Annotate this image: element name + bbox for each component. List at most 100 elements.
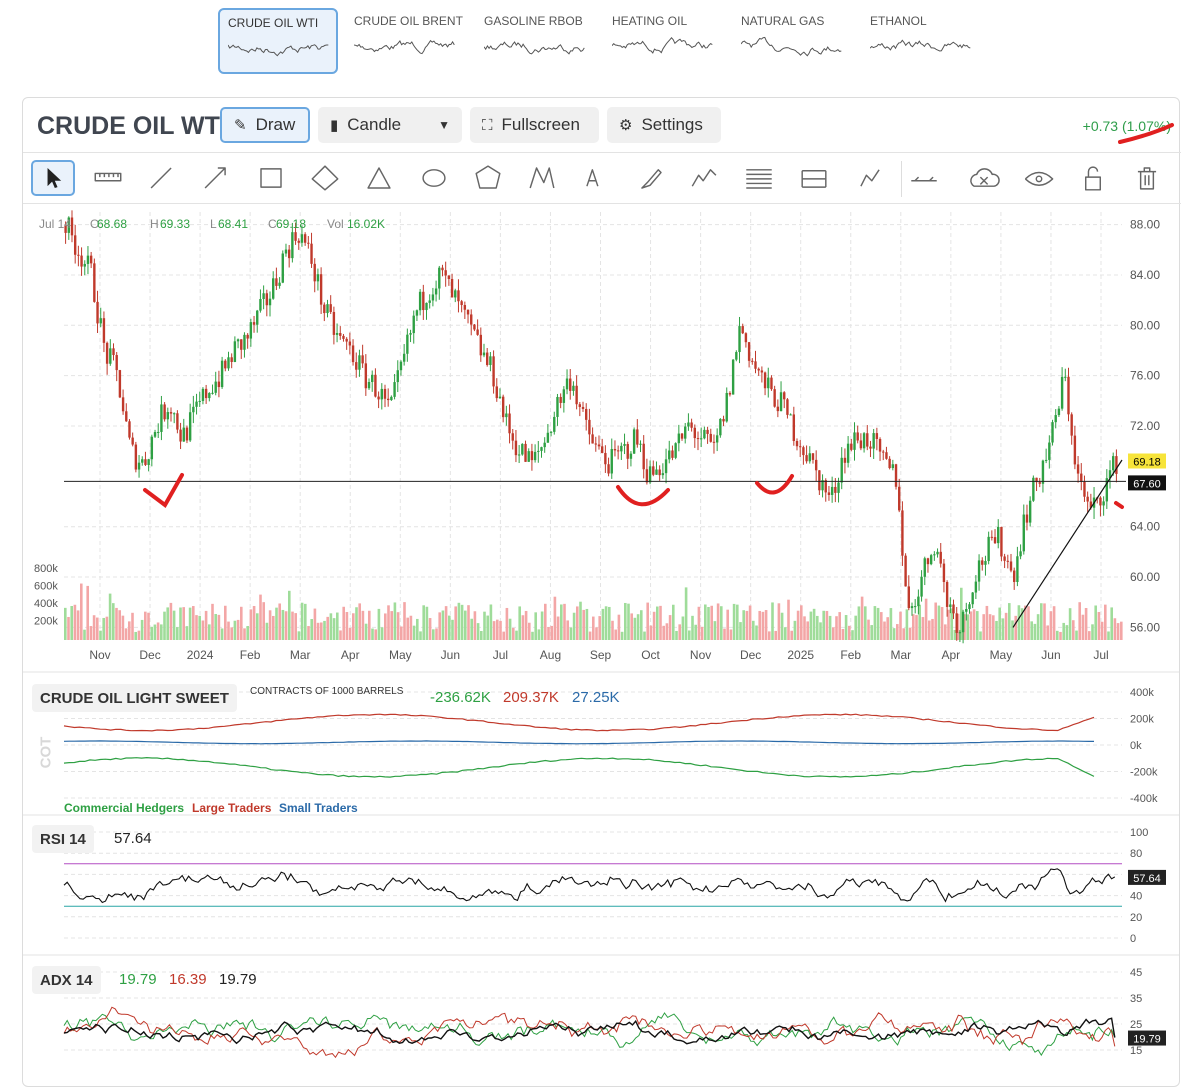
candle (109, 339, 112, 366)
volume-bar (892, 628, 896, 640)
volume-bar (972, 609, 976, 640)
chart-type-dropdown[interactable]: ▮ Candle ▼ (318, 107, 462, 143)
volume-bar (819, 622, 822, 640)
candle (540, 446, 543, 458)
volume-bar (220, 628, 224, 640)
ohlc-vol-label: Vol (327, 217, 344, 231)
volume-bar (624, 602, 627, 640)
tab-crude-oil-wti[interactable]: CRUDE OIL WTI (218, 8, 338, 74)
volume-bar (70, 606, 73, 640)
candle (1035, 477, 1038, 492)
lock-tool[interactable] (1071, 160, 1115, 196)
volume-bar (649, 625, 653, 640)
trend-line[interactable] (1012, 459, 1123, 628)
trash-tool[interactable] (1125, 160, 1169, 196)
candle (546, 423, 550, 443)
brush-tool[interactable] (629, 160, 673, 196)
volume-bar (723, 628, 726, 640)
candle (188, 403, 192, 442)
hide-cloud-tool[interactable] (962, 160, 1006, 196)
candle (1054, 409, 1057, 429)
volume-bar (364, 623, 368, 640)
candle (610, 438, 613, 479)
candle (738, 316, 741, 364)
measure-tool[interactable] (902, 160, 946, 196)
candle (182, 418, 185, 442)
volume-bar (1094, 605, 1097, 640)
volume-bar (313, 608, 317, 640)
sparkline (354, 39, 455, 55)
candle (204, 384, 208, 404)
candle (313, 258, 316, 293)
brush-icon (641, 169, 662, 189)
tab-ethanol[interactable]: ETHANOL (862, 8, 982, 74)
line-tool[interactable] (140, 160, 184, 196)
tab-natural-gas[interactable]: NATURAL GAS (733, 8, 853, 74)
ruler-tool[interactable] (86, 160, 130, 196)
ellipse-tool[interactable] (412, 160, 456, 196)
x-tick-label: Nov (89, 648, 110, 662)
candle (214, 371, 217, 396)
candle (1044, 448, 1048, 464)
volume-bar (1040, 603, 1043, 640)
date-range-tool[interactable] (792, 160, 836, 196)
cursor-tool[interactable] (31, 160, 75, 196)
candle (476, 319, 479, 336)
triangle-icon (367, 167, 391, 189)
ellipse-icon (422, 169, 446, 187)
volume-bar (544, 603, 547, 640)
x-tick-label: Dec (740, 648, 761, 662)
long-short-tool[interactable] (848, 160, 892, 196)
draw-button[interactable]: ✎ Draw (220, 107, 310, 143)
fibonacci-tool[interactable] (737, 160, 781, 196)
polygon-tool[interactable] (466, 160, 510, 196)
volume-bar (896, 624, 899, 640)
volume-bar (694, 624, 697, 640)
candle (869, 440, 872, 458)
candle (220, 356, 224, 389)
candle (926, 557, 930, 573)
volume-bar (371, 628, 374, 640)
candle (307, 236, 310, 249)
rotated-rectangle-tool[interactable] (303, 160, 347, 196)
fullscreen-button[interactable]: ⛶ Fullscreen (470, 107, 599, 143)
text-tool[interactable] (574, 160, 618, 196)
last-price-value: 69.18 (1133, 456, 1161, 468)
volume-bar (780, 612, 784, 640)
volume-bar (876, 607, 880, 640)
candle (613, 440, 617, 457)
volume-bar (905, 609, 909, 640)
candle (527, 448, 530, 462)
volume-bar (953, 629, 957, 640)
elliott-wave-tool[interactable] (683, 160, 727, 196)
settings-button[interactable]: ⚙ Settings (607, 107, 721, 143)
rectangle-tool[interactable] (249, 160, 293, 196)
candle (457, 279, 460, 313)
volume-bar (278, 603, 281, 640)
arrow-tool[interactable] (194, 160, 238, 196)
volume-bar (169, 602, 173, 640)
candle (1016, 546, 1019, 587)
hand-annotations (143, 123, 1174, 509)
candle (629, 451, 633, 467)
tab-crude-oil-brent[interactable]: CRUDE OIL BRENT (346, 8, 466, 74)
candle (1038, 477, 1041, 488)
triangle-tool[interactable] (357, 160, 401, 196)
volume-bar (736, 604, 739, 640)
volume-bar (806, 621, 809, 640)
volume-bar (832, 627, 835, 640)
draw-label: Draw (255, 115, 296, 134)
tab-heating-oil[interactable]: HEATING OIL (604, 8, 724, 74)
tab-gasoline-rbob[interactable]: GASOLINE RBOB (476, 8, 596, 74)
volume-bar (870, 625, 873, 640)
volume-bar (489, 604, 493, 640)
legend-commercial: Commercial Hedgers (64, 801, 185, 815)
eye-tool[interactable] (1017, 160, 1061, 196)
volume-bar (672, 604, 675, 640)
volume-bar (425, 606, 429, 640)
candle (505, 405, 508, 426)
candle (284, 243, 288, 257)
candle (632, 427, 636, 454)
candle (236, 338, 240, 349)
xabcd-pattern-tool[interactable] (520, 160, 564, 196)
